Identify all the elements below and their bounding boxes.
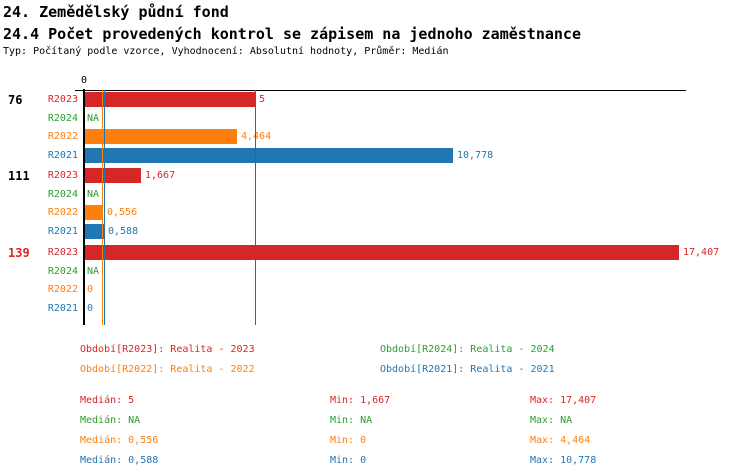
series-label: R2023	[47, 247, 78, 258]
axis-zero-tick-label: 0	[81, 75, 88, 86]
chart-title: 24. Zemědělský půdní fond	[3, 3, 229, 21]
series-label: R2023	[47, 170, 78, 181]
bar	[85, 205, 103, 220]
bar	[85, 148, 453, 163]
stat-min-r2021: Min: 0	[330, 455, 367, 466]
series-label: R2024	[47, 266, 78, 277]
bar	[85, 168, 141, 183]
bar-value-label: 5	[259, 94, 266, 105]
legend-item-r2021: Období[R2021]: Realita - 2021	[380, 364, 555, 375]
stat-min-r2024: Min: NA	[330, 415, 373, 426]
series-label: R2023	[47, 94, 78, 105]
bar-value-label: 1,667	[145, 170, 176, 181]
series-label: R2024	[47, 113, 78, 124]
series-label: R2022	[47, 284, 78, 295]
legend-item-r2023: Období[R2023]: Realita - 2023	[80, 344, 255, 355]
bar	[85, 245, 679, 260]
bar	[85, 92, 255, 107]
median-line-r2022	[102, 90, 103, 325]
bar-value-label: NA	[87, 189, 100, 200]
stat-max-r2023: Max: 17,407	[530, 395, 597, 406]
stat-max-r2021: Max: 10,778	[530, 455, 597, 466]
bar-value-label: 0,556	[107, 207, 138, 218]
axis-line-top	[75, 90, 686, 91]
series-label: R2021	[47, 226, 78, 237]
stat-max-r2024: Max: NA	[530, 415, 573, 426]
bar-value-label: 0,588	[108, 226, 139, 237]
stat-min-r2022: Min: 0	[330, 435, 367, 446]
bar-value-label: NA	[87, 266, 100, 277]
chart-subtitle: 24.4 Počet provedených kontrol se zápise…	[3, 25, 581, 43]
stat-min-r2023: Min: 1,667	[330, 395, 391, 406]
series-label: R2021	[47, 150, 78, 161]
stat-median-r2021: Medián: 0,588	[80, 455, 159, 466]
group-label: 76	[8, 93, 23, 107]
bar-value-label: 0	[87, 284, 94, 295]
bar-value-label: 10,778	[457, 150, 494, 161]
bar-value-label: 0	[87, 303, 94, 314]
stat-median-r2022: Medián: 0,556	[80, 435, 159, 446]
stat-median-r2023: Medián: 5	[80, 395, 135, 406]
group-label: 111	[8, 169, 30, 183]
series-label: R2022	[47, 207, 78, 218]
stat-median-r2024: Medián: NA	[80, 415, 141, 426]
bar-value-label: 17,407	[683, 247, 720, 258]
legend-item-r2024: Období[R2024]: Realita - 2024	[380, 344, 555, 355]
bar	[85, 129, 237, 144]
stat-max-r2022: Max: 4,464	[530, 435, 591, 446]
bar-value-label: 4,464	[241, 131, 272, 142]
bar-value-label: NA	[87, 113, 100, 124]
median-line-r2023	[255, 90, 256, 325]
series-label: R2022	[47, 131, 78, 142]
bar	[85, 224, 104, 239]
chart-meta-line: Typ: Počítaný podle vzorce, Vyhodnocení:…	[3, 46, 449, 57]
legend-item-r2022: Období[R2022]: Realita - 2022	[80, 364, 255, 375]
axis-line-left	[83, 89, 85, 325]
median-line-r2021	[104, 90, 105, 325]
series-label: R2024	[47, 189, 78, 200]
series-label: R2021	[47, 303, 78, 314]
group-label: 139	[8, 246, 30, 260]
